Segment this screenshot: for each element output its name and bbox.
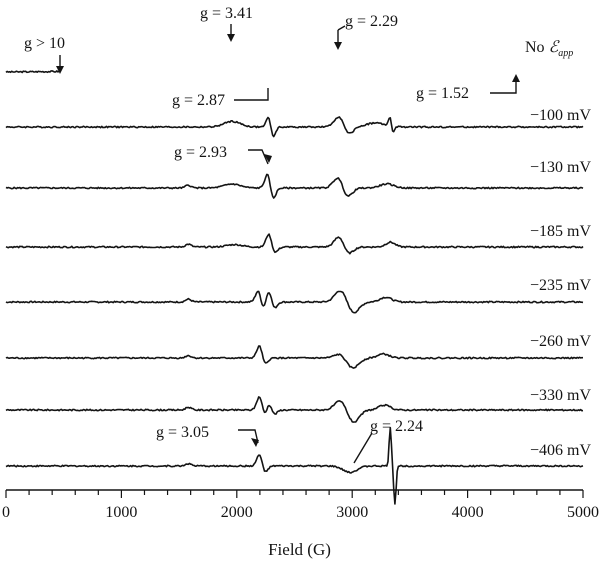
annotation-arrowhead xyxy=(334,42,342,50)
annotation-label: g = 1.52 xyxy=(416,85,469,102)
annotation-5: g = 1.52 xyxy=(416,74,520,102)
series-label-8: −406 mV xyxy=(530,442,591,459)
annotation-leader xyxy=(490,78,517,94)
series-label-1: No ℰapp xyxy=(525,39,573,59)
x-tick-label: 3000 xyxy=(336,504,368,521)
series-label-5: −235 mV xyxy=(530,277,591,294)
annotation-8: g = 2.24 xyxy=(353,418,423,464)
annotation-label: g = 3.05 xyxy=(156,424,209,441)
annotation-arrowhead xyxy=(264,154,272,163)
series-labels: No ℰapp −100 mV −130 mV −185 mV −235 mV −260 … xyxy=(525,39,591,459)
annotation-label: g = 2.24 xyxy=(370,418,423,435)
annotation-arrowhead xyxy=(227,34,235,42)
trace-2 xyxy=(5,116,584,138)
trace-4 xyxy=(5,233,584,255)
annotation-label: g > 10 xyxy=(24,35,65,52)
x-tick-label: 0 xyxy=(2,504,10,521)
x-tick-label: 2000 xyxy=(221,504,253,521)
series-label-6: −260 mV xyxy=(530,333,591,350)
x-axis-title: Field (G) xyxy=(268,540,331,559)
annotation-leader xyxy=(248,149,269,165)
series-label-sub: app xyxy=(558,48,573,59)
x-tick-label: 5000 xyxy=(567,504,599,521)
annotations: g > 10 g = 3.41 g = 2.29 g = 2.87 g = 1.52 g … xyxy=(24,5,520,464)
annotation-label: g = 2.87 xyxy=(172,92,225,109)
annotation-leader xyxy=(238,429,259,444)
annotation-arrowhead xyxy=(512,74,520,82)
series-label-2: −100 mV xyxy=(530,107,591,124)
annotation-1: g > 10 xyxy=(24,35,65,74)
annotation-arrowhead xyxy=(251,438,259,447)
traces xyxy=(5,70,584,505)
annotation-leader xyxy=(353,432,373,464)
trace-1 xyxy=(5,70,61,74)
trace-3 xyxy=(5,173,584,199)
annotation-label: g = 2.93 xyxy=(174,144,227,161)
series-label-4: −185 mV xyxy=(530,223,591,240)
x-tick-label: 1000 xyxy=(105,504,137,521)
series-label-text: No xyxy=(525,39,549,56)
annotation-6: g = 2.93 xyxy=(174,144,272,165)
series-label-7: −330 mV xyxy=(530,387,591,404)
trace-5 xyxy=(5,290,584,314)
trace-7 xyxy=(5,396,584,423)
annotation-3: g = 2.29 xyxy=(334,13,398,50)
series-label-3: −130 mV xyxy=(530,159,591,176)
annotation-2: g = 3.41 xyxy=(200,5,253,42)
trace-8 xyxy=(5,426,584,505)
series-label-symbol: ℰ xyxy=(549,39,561,56)
x-axis: 0 1000 2000 3000 4000 5000 xyxy=(2,489,599,521)
annotation-arrowhead xyxy=(56,66,64,74)
annotation-leader xyxy=(234,88,269,101)
x-tick-label: 4000 xyxy=(452,504,484,521)
trace-6 xyxy=(5,345,583,369)
annotation-7: g = 3.05 xyxy=(156,424,259,447)
annotation-label: g = 2.29 xyxy=(345,13,398,30)
annotation-label: g = 3.41 xyxy=(200,5,253,22)
annotation-4: g = 2.87 xyxy=(172,88,269,109)
annotation-leader xyxy=(337,25,346,31)
